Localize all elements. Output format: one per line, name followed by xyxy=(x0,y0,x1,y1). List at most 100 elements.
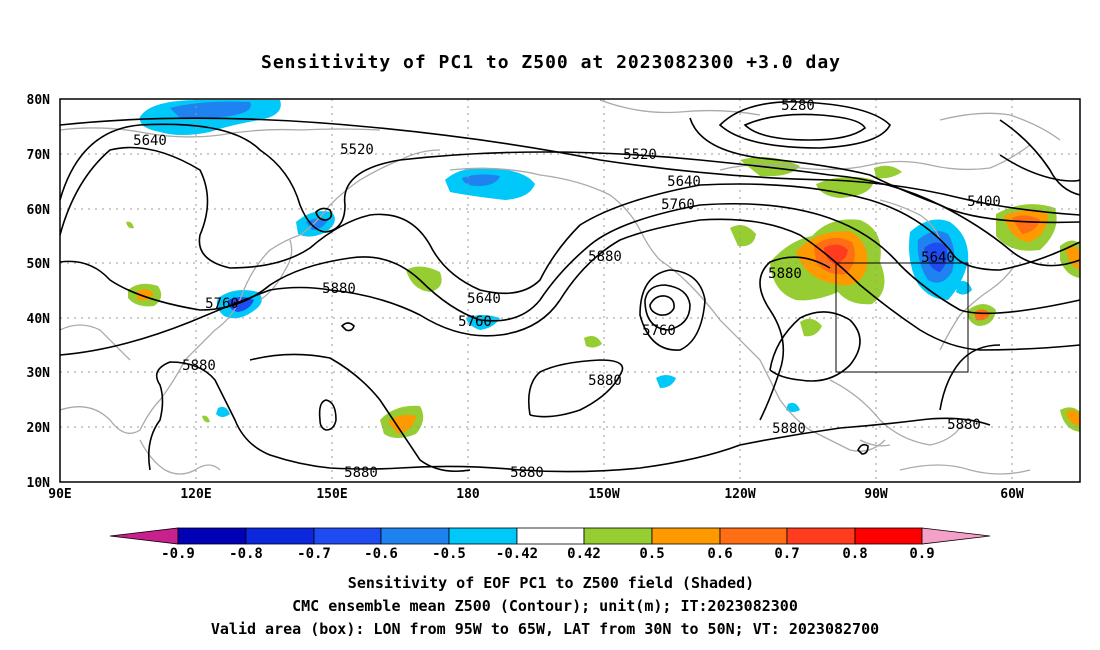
contour-label: 5760 xyxy=(661,197,695,213)
contour-label: 5880 xyxy=(322,281,356,297)
shade-positive xyxy=(584,336,602,348)
shade-negative xyxy=(306,218,328,230)
contour-label: 5880 xyxy=(182,358,216,374)
contour-label: 5880 xyxy=(588,373,622,389)
shade-negative xyxy=(924,242,948,272)
contour-line xyxy=(59,202,1081,322)
contour-label: 5880 xyxy=(772,421,806,437)
lon-label: 90E xyxy=(48,487,71,502)
contour-line xyxy=(59,146,1081,295)
map-panel: 5280 5400 5520 5520 5640 5640 5640 5640 … xyxy=(59,98,1081,483)
coastlines xyxy=(59,99,1061,475)
colorbar-segment xyxy=(651,527,721,545)
colorbar-tick-label: 0.6 xyxy=(707,546,732,562)
colorbar-tick-label: -0.5 xyxy=(432,546,466,562)
contour-line xyxy=(59,123,1081,267)
colorbar-segment xyxy=(380,527,450,545)
lat-label: 10N xyxy=(27,476,51,491)
coastline xyxy=(259,239,293,301)
shade-positive xyxy=(824,244,848,264)
lon-label: 60W xyxy=(1000,487,1024,502)
shade-positive xyxy=(126,221,134,229)
z500-contours xyxy=(59,101,1081,473)
contour-label: 5640 xyxy=(921,250,955,266)
colorbar-tick-label: -0.42 xyxy=(496,546,538,562)
colorbar-segment xyxy=(583,527,653,545)
contour-label: 5520 xyxy=(623,147,657,163)
shade-negative xyxy=(228,297,254,312)
contour-line xyxy=(644,284,691,331)
coastline xyxy=(599,99,761,116)
colorbar: -0.9 -0.8 -0.7 -0.6 -0.5 -0.42 0.42 0.5 … xyxy=(109,527,991,562)
colorbar-tick-label: 0.9 xyxy=(909,546,934,562)
chart-title: Sensitivity of PC1 to Z500 at 2023082300… xyxy=(261,52,841,73)
shade-positive xyxy=(406,266,442,292)
contour-line xyxy=(639,269,706,351)
lon-label: 120W xyxy=(724,487,755,502)
caption-line-2: CMC ensemble mean Z500 (Contour); unit(m… xyxy=(292,597,798,615)
contour-line xyxy=(689,117,1081,224)
contour-label: 5640 xyxy=(133,133,167,149)
shade-negative xyxy=(216,406,230,417)
colorbar-tick-label: 0.7 xyxy=(774,546,799,562)
colorbar-tick-label: -0.9 xyxy=(161,546,195,562)
coastline xyxy=(719,144,1031,171)
contour-line xyxy=(999,119,1081,196)
contour-line xyxy=(249,353,471,473)
contour-label: 5880 xyxy=(588,249,622,265)
coastline xyxy=(939,112,1061,141)
lat-label: 50N xyxy=(27,257,51,272)
contour-line xyxy=(743,113,867,141)
contour-line xyxy=(315,207,333,221)
contour-line xyxy=(59,218,1081,356)
lon-label: 150E xyxy=(316,487,347,502)
coastline xyxy=(829,379,966,446)
coastline xyxy=(59,324,131,361)
shade-positive xyxy=(1066,410,1080,426)
lon-label: 120E xyxy=(180,487,211,502)
colorbar-segment xyxy=(448,527,518,545)
colorbar-arrow-left xyxy=(109,527,179,545)
colorbar-segment xyxy=(719,527,788,545)
lon-label: 90W xyxy=(864,487,888,502)
coastline xyxy=(449,167,886,452)
contour-line xyxy=(759,256,831,421)
coastline xyxy=(899,464,1031,475)
shade-negative xyxy=(462,174,500,186)
colorbar-tick-label: 0.5 xyxy=(639,546,664,562)
shade-positive xyxy=(800,318,822,337)
caption-line-1: Sensitivity of EOF PC1 to Z500 field (Sh… xyxy=(348,574,754,592)
coastline xyxy=(879,199,941,241)
contour-label: 5760 xyxy=(458,314,492,330)
colorbar-tick-label: -0.8 xyxy=(229,546,263,562)
colorbar-tick-label: 0.8 xyxy=(842,546,867,562)
lat-label: 40N xyxy=(27,312,51,327)
shade-positive xyxy=(388,414,416,434)
coastline xyxy=(939,264,1016,351)
contour-line xyxy=(147,361,991,473)
contour-line xyxy=(649,295,675,316)
colorbar-segment xyxy=(854,527,923,545)
contour-label: 5880 xyxy=(344,465,378,481)
contour-line xyxy=(59,117,1081,216)
colorbar-segment xyxy=(516,527,585,545)
colorbar-segment xyxy=(313,527,382,545)
shade-negative xyxy=(170,101,251,119)
contour-label: 5640 xyxy=(667,174,701,190)
contour-line xyxy=(939,344,1001,411)
shade-positive xyxy=(202,415,210,423)
contour-line xyxy=(318,399,337,431)
contour-line xyxy=(527,359,624,418)
contour-label: 5520 xyxy=(340,142,374,158)
contour-label: 5760 xyxy=(642,323,676,339)
contour-line xyxy=(718,101,891,149)
colorbar-segment xyxy=(245,527,315,545)
contour-label: 5880 xyxy=(510,465,544,481)
lon-label: 150W xyxy=(588,487,619,502)
lat-label: 70N xyxy=(27,148,51,163)
shade-positive xyxy=(1066,246,1080,270)
contour-label: 5280 xyxy=(781,98,815,114)
latitude-labels: 80N 70N 60N 50N 40N 30N 20N 10N xyxy=(27,93,51,491)
contour-label: 5400 xyxy=(967,194,1001,210)
shade-positive xyxy=(730,225,756,247)
